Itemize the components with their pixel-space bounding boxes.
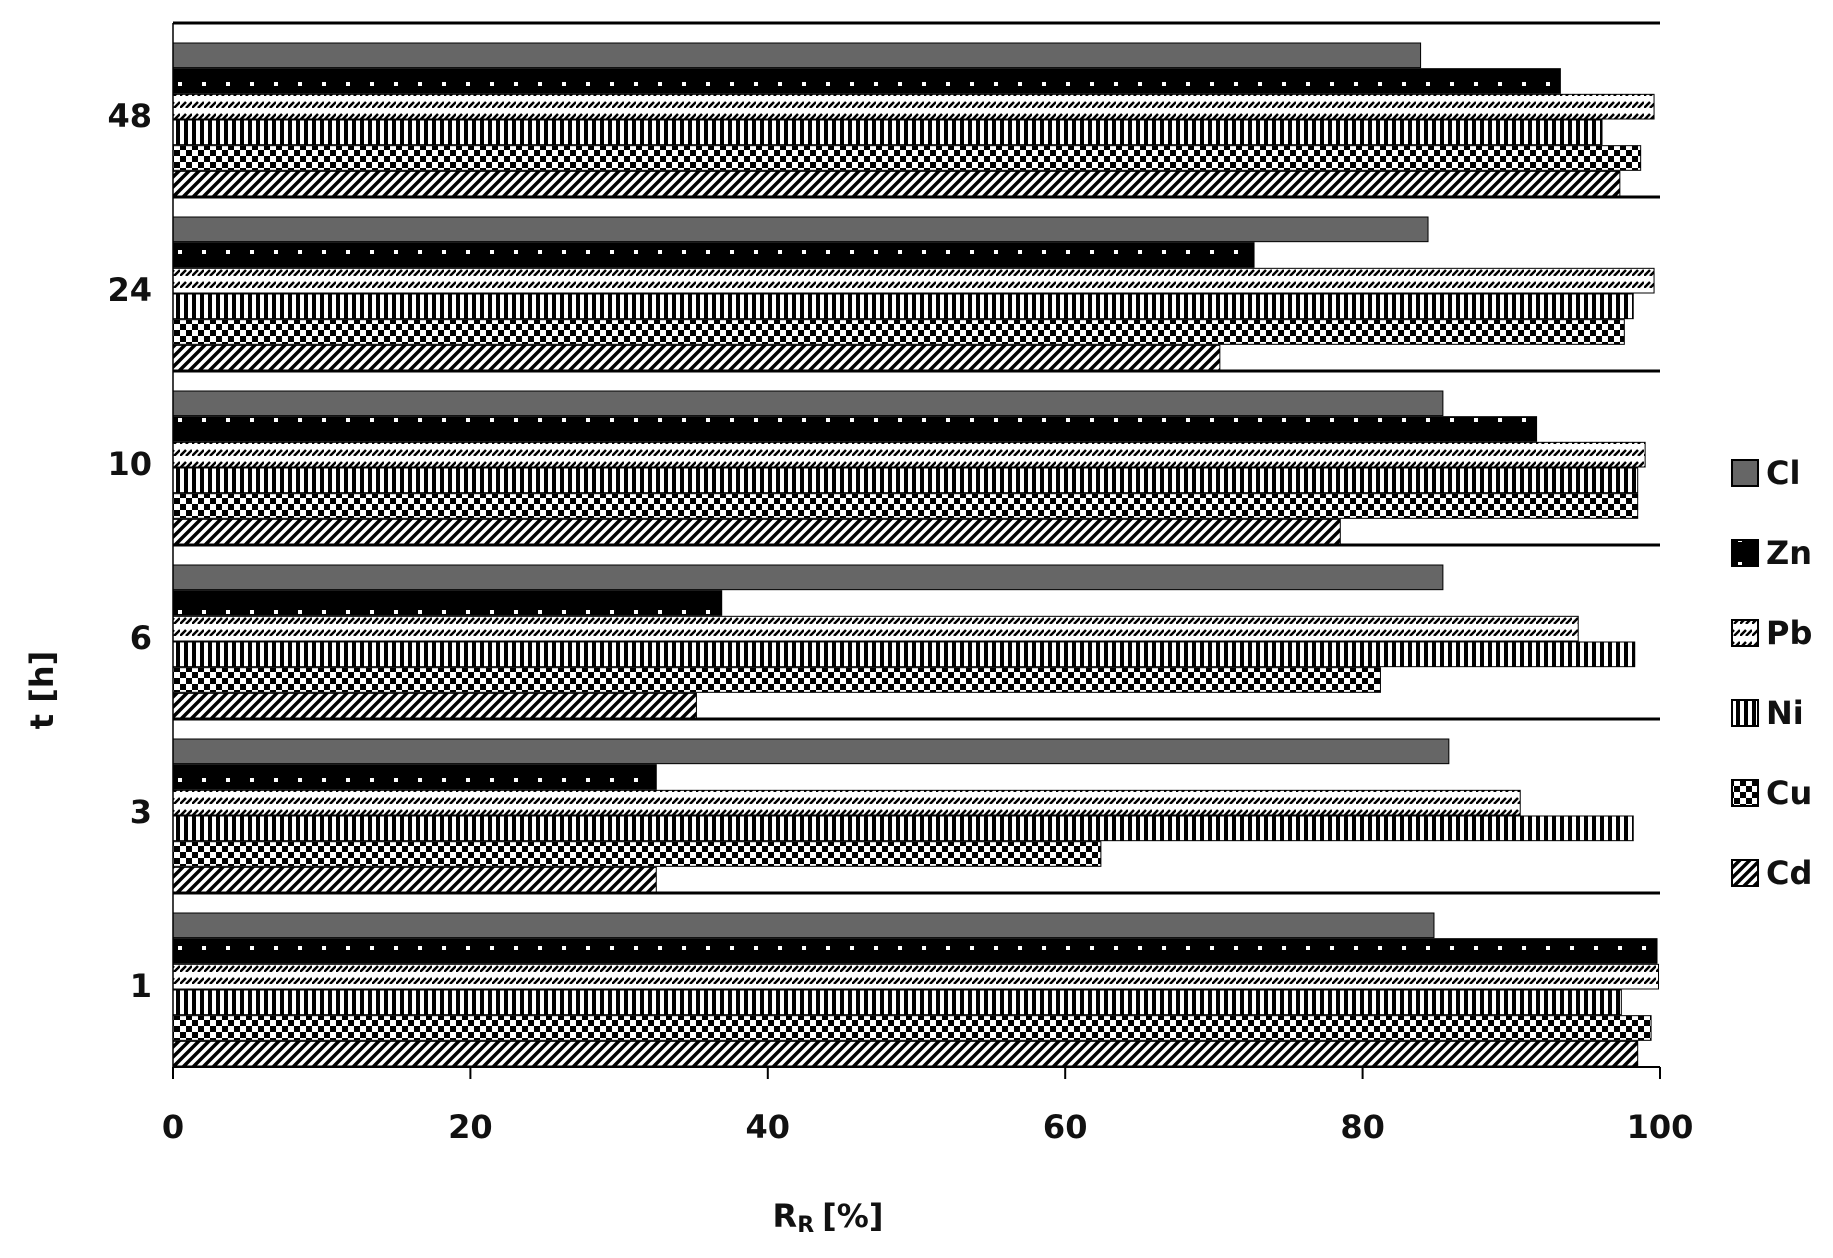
legend-swatch xyxy=(1731,459,1759,487)
bar xyxy=(172,738,1450,765)
legend-label: Ni xyxy=(1766,694,1804,732)
bar xyxy=(172,93,1655,120)
bar xyxy=(172,912,1435,939)
legend-label: Pb xyxy=(1766,614,1812,652)
legend-swatch xyxy=(1731,699,1759,727)
legend-swatch xyxy=(1731,619,1759,647)
y-tick-label: 6 xyxy=(130,619,152,657)
x-axis-title-sub: R xyxy=(797,1213,814,1238)
y-tick-label: 3 xyxy=(130,793,152,831)
x-tick-label: 60 xyxy=(1043,1108,1088,1146)
bar xyxy=(172,590,723,616)
y-tick-label: 1 xyxy=(130,967,152,1005)
legend-label: Cl xyxy=(1766,454,1800,492)
bar xyxy=(172,789,1521,816)
legend-swatch xyxy=(1731,859,1759,887)
bar xyxy=(172,242,1255,268)
bar xyxy=(172,1040,1639,1067)
bar xyxy=(172,841,1102,867)
legend-label: Cd xyxy=(1766,854,1812,892)
bar xyxy=(172,344,1221,371)
x-axis-title-unit: [%] xyxy=(822,1197,883,1235)
x-tick-label: 100 xyxy=(1627,1108,1694,1146)
bar xyxy=(172,989,1622,1016)
bar xyxy=(172,938,1658,964)
bar xyxy=(172,764,657,790)
bar xyxy=(172,267,1655,294)
x-axis-title: RR [%] xyxy=(773,1197,884,1238)
legend-swatch xyxy=(1731,539,1759,567)
bar xyxy=(172,145,1642,171)
bar xyxy=(172,170,1621,197)
bar xyxy=(172,692,697,719)
legend-swatch xyxy=(1731,779,1759,807)
y-tick-label: 48 xyxy=(107,97,152,135)
bar xyxy=(172,1015,1652,1041)
bar xyxy=(172,216,1429,243)
bar xyxy=(172,963,1660,990)
bar xyxy=(172,493,1639,519)
bar xyxy=(172,293,1634,320)
y-tick-label: 10 xyxy=(107,445,152,483)
x-tick-label: 80 xyxy=(1340,1108,1385,1146)
bar xyxy=(172,319,1625,345)
bar xyxy=(172,119,1603,146)
bar xyxy=(172,564,1444,591)
bar xyxy=(172,416,1538,442)
x-tick-label: 40 xyxy=(746,1108,791,1146)
bar xyxy=(172,518,1341,545)
y-tick-label: 24 xyxy=(107,271,152,309)
y-axis-title: t [h] xyxy=(23,651,61,729)
x-tick-label: 20 xyxy=(448,1108,493,1146)
bar xyxy=(172,390,1444,417)
x-axis-title-main: R xyxy=(773,1197,798,1235)
bar xyxy=(172,68,1561,94)
bar xyxy=(172,467,1639,494)
bar xyxy=(172,815,1634,842)
bar xyxy=(172,441,1646,468)
bar xyxy=(172,615,1579,642)
bar xyxy=(172,667,1381,693)
bar xyxy=(172,42,1422,69)
legend-label: Cu xyxy=(1766,774,1812,812)
x-tick-label: 0 xyxy=(162,1108,184,1146)
legend-label: Zn xyxy=(1766,534,1812,572)
bar xyxy=(172,866,657,893)
bar xyxy=(172,641,1636,668)
